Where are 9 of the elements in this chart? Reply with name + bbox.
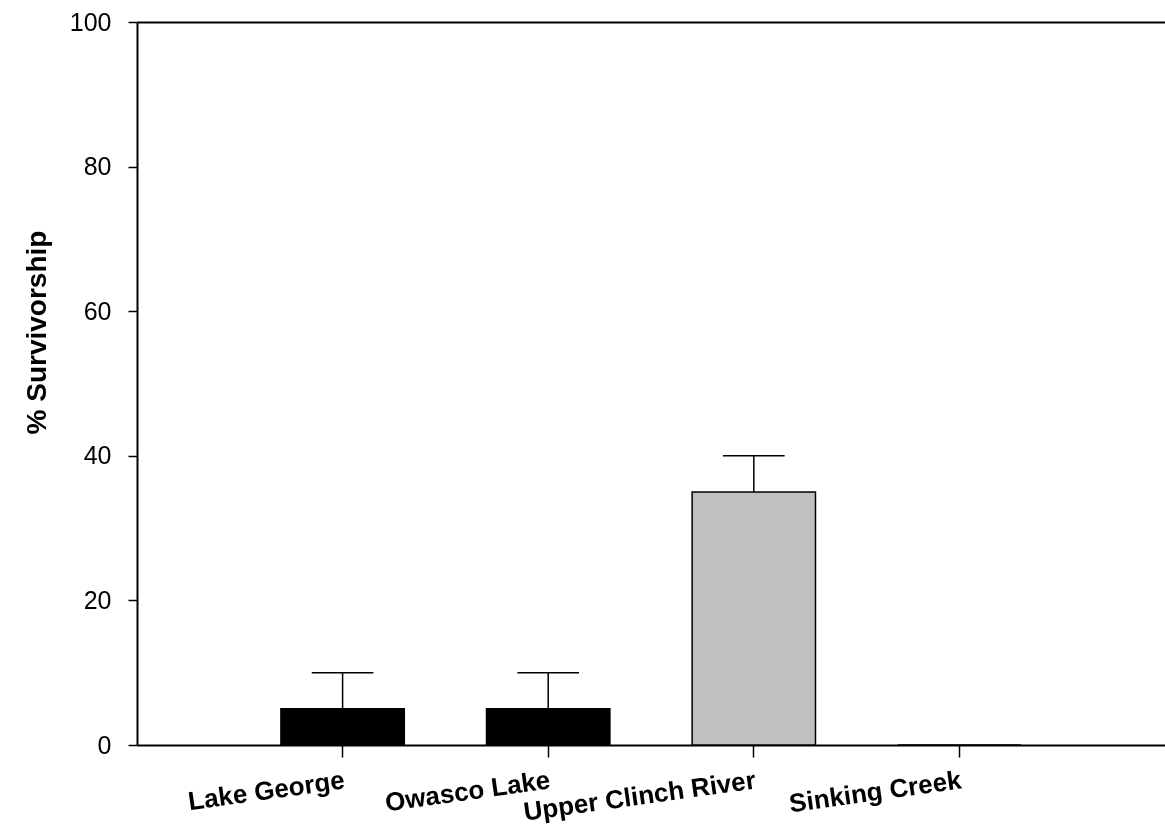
y-tick-label: 40 [83,441,112,470]
y-tick-label: 20 [83,585,112,614]
y-tick-label: 80 [83,152,112,181]
y-tick-label: 0 [97,730,112,759]
y-tick-label: 60 [83,296,112,325]
x-tick-label: Sinking Creek [787,764,964,819]
y-axis-title: % Survivorship [20,230,52,435]
x-tick-label: Lake George [186,764,347,817]
y-tick-label: 100 [69,7,112,36]
